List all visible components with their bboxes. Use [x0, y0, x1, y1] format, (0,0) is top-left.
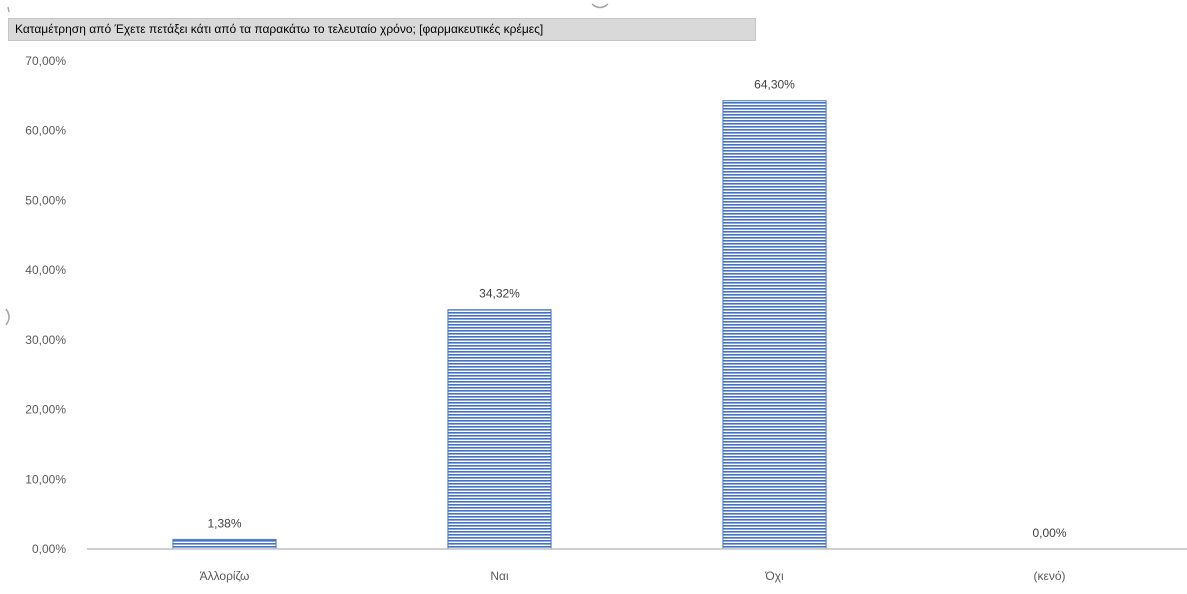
bar[interactable] [722, 100, 827, 550]
x-category-label: Άλλορίζω [200, 569, 250, 583]
y-tick-label: 30,00% [25, 333, 66, 347]
resize-handle-left[interactable] [5, 308, 10, 326]
x-category-label: (κενό) [1033, 569, 1065, 583]
x-category-label: Όχι [764, 569, 784, 583]
y-tick-label: 60,00% [25, 124, 66, 138]
y-tick-label: 10,00% [25, 472, 66, 486]
bar[interactable] [447, 309, 552, 550]
data-label: 64,30% [754, 78, 795, 92]
y-tick-label: 70,00% [25, 54, 66, 68]
bar[interactable] [172, 538, 277, 550]
y-tick-label: 20,00% [25, 403, 66, 417]
data-label: 34,32% [479, 287, 520, 301]
y-tick-label: 50,00% [25, 193, 66, 207]
resize-handle-corner[interactable] [7, 6, 10, 13]
chart-field-button[interactable]: Καταμέτρηση από Έχετε πετάξει κάτι από τ… [8, 18, 756, 41]
x-category-label: Ναι [490, 569, 509, 583]
y-tick-label: 40,00% [25, 263, 66, 277]
resize-handle-top[interactable] [591, 3, 609, 9]
data-label: 0,00% [1032, 526, 1066, 540]
data-label: 1,38% [207, 516, 241, 530]
y-tick-label: 0,00% [32, 542, 66, 556]
